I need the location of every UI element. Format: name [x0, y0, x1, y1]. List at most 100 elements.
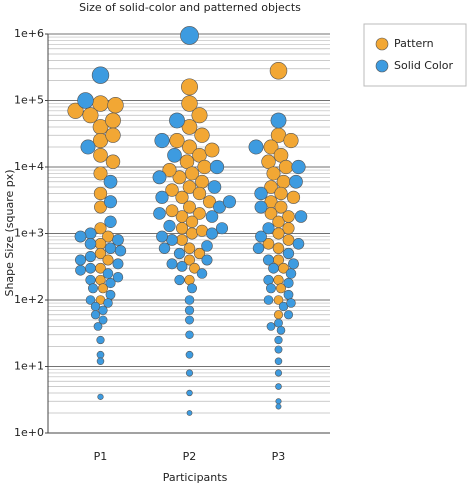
point [262, 222, 275, 235]
point [80, 139, 96, 155]
point [185, 350, 194, 359]
point [282, 247, 295, 260]
point [254, 200, 268, 214]
point [163, 219, 176, 233]
point [182, 180, 197, 194]
point [273, 310, 284, 320]
point [223, 195, 236, 209]
point [192, 186, 207, 201]
point [269, 61, 288, 80]
point [93, 186, 108, 201]
point [209, 159, 225, 175]
point [268, 262, 279, 274]
point [283, 289, 294, 300]
point [213, 200, 226, 214]
point [193, 247, 206, 260]
point [186, 389, 193, 397]
chart-title: Size of solid-color and patterned object… [79, 1, 301, 14]
y-tick-label: 1e+4 [14, 160, 44, 173]
point [270, 112, 287, 129]
x-tick-label: P2 [183, 450, 197, 463]
point [93, 322, 103, 331]
point [266, 166, 281, 181]
point [274, 318, 283, 328]
point [196, 224, 208, 237]
point [201, 254, 213, 266]
point [87, 283, 99, 294]
point [104, 242, 117, 254]
point [165, 204, 179, 218]
point [215, 222, 229, 235]
point [167, 147, 182, 163]
point [112, 258, 124, 270]
point [102, 268, 114, 279]
legend-marker [375, 59, 389, 73]
point [282, 210, 295, 223]
point [201, 240, 213, 252]
legend-box [363, 23, 467, 87]
point [96, 357, 105, 365]
point [264, 180, 278, 194]
point [153, 207, 166, 220]
point [185, 330, 194, 339]
point [112, 272, 124, 283]
y-tick-label: 1e+1 [14, 360, 44, 373]
point [166, 234, 178, 246]
point [180, 26, 199, 45]
point [94, 238, 107, 250]
point [182, 139, 197, 155]
point [105, 154, 121, 169]
point [252, 242, 265, 254]
point [165, 183, 179, 197]
point [152, 170, 167, 185]
point [85, 295, 96, 305]
point [283, 132, 299, 149]
point [173, 247, 186, 260]
point [186, 227, 198, 240]
point [275, 398, 282, 405]
y-tick-label: 1e+0 [14, 426, 44, 439]
point [93, 147, 108, 163]
point [183, 242, 196, 254]
point [263, 254, 274, 266]
point [288, 258, 299, 270]
point [84, 238, 97, 250]
point [94, 247, 107, 260]
point [276, 174, 291, 189]
point [94, 200, 107, 214]
point [94, 222, 107, 235]
point [274, 186, 288, 201]
point [103, 174, 118, 189]
point [206, 227, 218, 240]
point [154, 132, 170, 149]
point [158, 242, 171, 254]
point [91, 66, 110, 84]
point [193, 207, 206, 220]
point [185, 315, 194, 325]
point [112, 234, 124, 246]
point [104, 215, 117, 228]
point [286, 298, 296, 308]
point [283, 310, 294, 320]
point [181, 119, 198, 135]
point [105, 277, 116, 289]
point [85, 262, 96, 274]
point [184, 254, 195, 266]
point [176, 261, 188, 272]
point [156, 230, 168, 243]
point [274, 357, 283, 365]
y-axis-label: Shape Size (square px) [3, 169, 16, 296]
point [184, 305, 195, 315]
point [263, 139, 279, 155]
point [169, 132, 185, 149]
point [263, 295, 274, 305]
point [77, 92, 94, 109]
point [283, 277, 294, 289]
point [207, 180, 222, 194]
point [104, 195, 117, 209]
point [265, 283, 277, 294]
point [184, 295, 195, 305]
point [183, 200, 196, 214]
point [196, 268, 208, 279]
point [172, 170, 187, 185]
